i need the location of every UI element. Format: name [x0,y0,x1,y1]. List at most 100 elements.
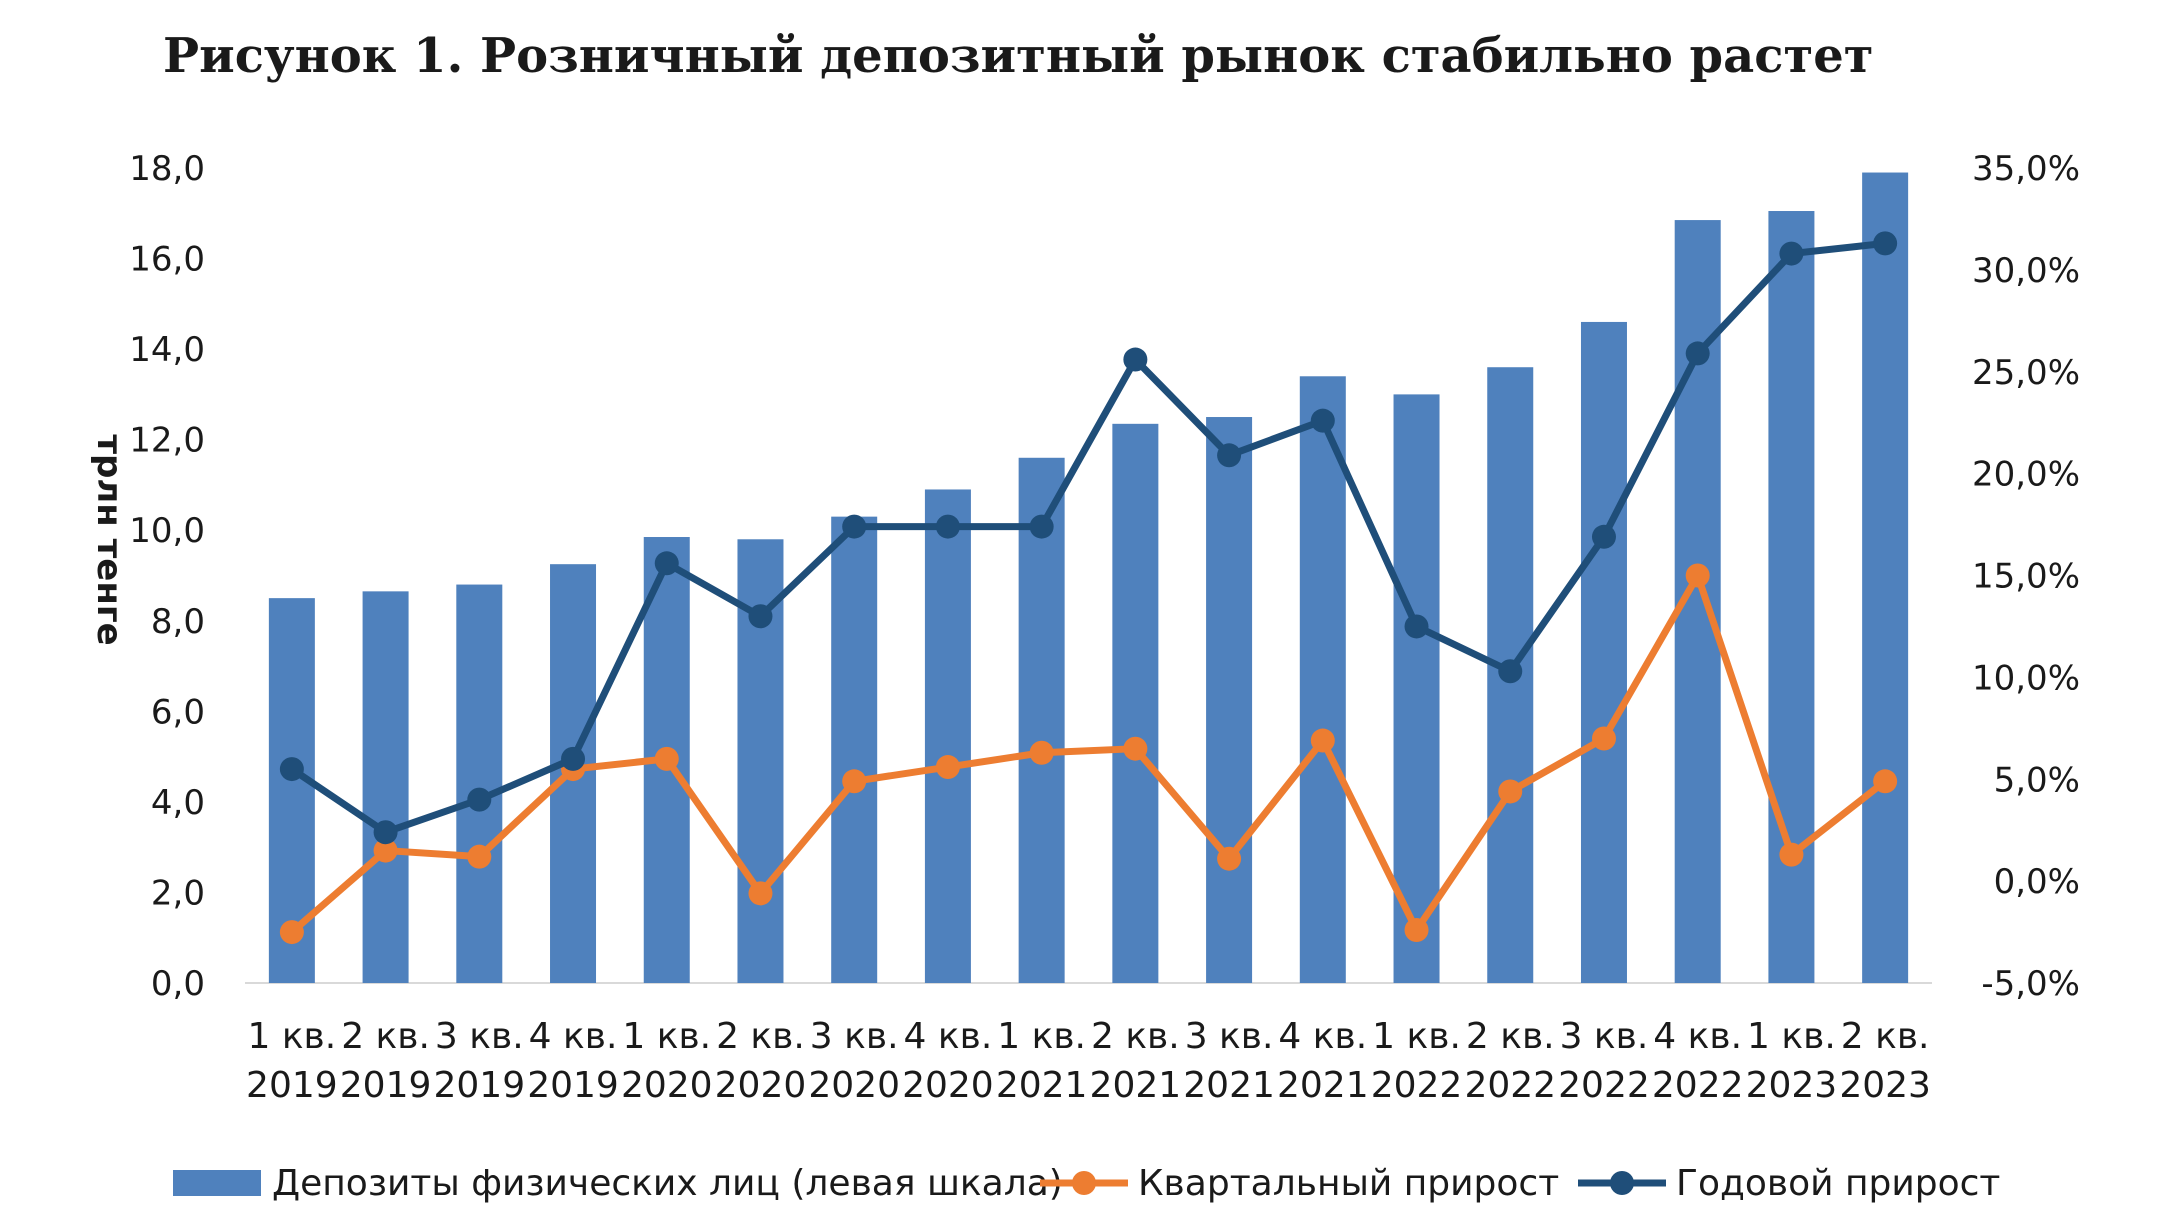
annual-growth-point [1685,341,1710,366]
deposit-bar [1393,394,1440,983]
deposit-bar [1112,423,1159,983]
annual-growth-point [1310,408,1335,433]
x-tick-label: 2021 [1277,1065,1369,1106]
deposit-bar [1206,417,1253,983]
deposit-bar [924,489,971,983]
x-tick-label: 2021 [996,1065,1088,1106]
quarterly-growth-point [1404,918,1429,943]
left-tick-label: 6,0 [151,692,205,732]
quarterly-growth-point [1685,563,1710,588]
legend-label-deposits: Депозиты физических лиц (левая шкала) [272,1163,1063,1204]
quarterly-growth-point [1779,842,1804,867]
quarterly-growth-point [1310,728,1335,753]
x-tick-label: 2020 [715,1065,807,1106]
left-tick-label: 2,0 [151,873,205,913]
left-tick-label: 18,0 [129,149,205,189]
legend-swatch-deposits [173,1170,261,1196]
x-tick-label: 3 кв. [1185,1016,1274,1057]
annual-growth-point [748,604,773,629]
y-axis-label: трлн тенге [89,434,129,645]
annual-growth-point [1873,231,1898,256]
x-tick-label: 1 кв. [622,1016,711,1057]
annual-growth-point [1217,443,1242,468]
annual-growth-point [1779,241,1804,266]
x-tick-label: 2 кв. [1091,1016,1180,1057]
x-tick-label: 2019 [246,1065,338,1106]
right-tick-label: 0,0% [1994,862,2080,902]
x-tick-label: 2 кв. [716,1016,805,1057]
left-tick-label: 12,0 [129,421,205,461]
x-tick-label: 2019 [433,1065,525,1106]
legend-label-annual: Годовой прирост [1676,1163,2000,1204]
x-tick-label: 2023 [1839,1065,1931,1106]
quarterly-growth-point [1591,726,1616,751]
quarterly-growth-line [289,572,1888,935]
legend-marker-annual [1610,1171,1634,1195]
right-tick-label: 20,0% [1972,455,2080,495]
x-tick-label: 2021 [1183,1065,1275,1106]
quarterly-growth-point [467,844,492,869]
right-tick-label: 25,0% [1972,353,2080,393]
x-tick-label: 2021 [1090,1065,1182,1106]
deposit-bar [362,591,409,983]
annual-growth-point [279,757,304,782]
deposit-bar [1768,211,1815,983]
x-tick-label: 1 кв. [247,1016,336,1057]
x-tick-label: 4 кв. [904,1016,993,1057]
x-tick-label: 3 кв. [1560,1016,1649,1057]
x-tick-label: 2023 [1746,1065,1838,1106]
quarterly-growth-point [279,920,304,945]
quarterly-growth-point [748,881,773,906]
annual-growth-point [467,787,492,812]
quarterly-growth-point [654,746,679,771]
x-tick-label: 2022 [1464,1065,1556,1106]
annual-growth-point [935,514,960,539]
deposit-bar [1580,321,1627,983]
left-tick-label: 8,0 [151,602,205,642]
quarterly-growth-point [935,755,960,780]
deposit-bar [1299,376,1346,983]
annual-growth-point [1029,514,1054,539]
x-tick-label: 2 кв. [1466,1016,1555,1057]
left-tick-label: 16,0 [129,240,205,280]
x-tick-label: 1 кв. [1372,1016,1461,1057]
annual-growth-point [654,551,679,576]
right-tick-label: 15,0% [1972,557,2080,597]
right-tick-label: 5,0% [1994,760,2080,800]
right-tick-label: -5,0% [1981,964,2080,1004]
left-tick-label: 14,0 [129,330,205,370]
annual-growth-line [289,239,1886,836]
right-tick-label: 10,0% [1972,658,2080,698]
x-tick-label: 4 кв. [1653,1016,1742,1057]
right-tick-label: 30,0% [1972,251,2080,291]
legend-marker-quarterly [1072,1171,1096,1195]
x-tick-label: 2020 [808,1065,900,1106]
quarterly-growth-point [1029,740,1054,765]
x-tick-label: 1 кв. [997,1016,1086,1057]
deposit-bar [456,584,503,983]
legend-label-quarterly: Квартальный прирост [1138,1163,1559,1204]
annual-growth-point [1591,524,1616,549]
x-tick-label: 2022 [1652,1065,1744,1106]
annual-growth-point [1404,614,1429,639]
chart-title: Рисунок 1. Розничный депозитный рынок ст… [163,28,1874,84]
x-tick-label: 2022 [1558,1065,1650,1106]
x-tick-label: 1 кв. [1747,1016,1836,1057]
left-tick-label: 0,0 [151,964,205,1004]
x-tick-label: 2020 [902,1065,994,1106]
x-tick-label: 3 кв. [435,1016,524,1057]
x-tick-label: 2019 [527,1065,619,1106]
annual-growth-point [842,514,867,539]
deposit-bar [1862,172,1909,983]
deposit-bar [1018,457,1065,983]
quarterly-growth-point [1217,846,1242,871]
quarterly-growth-point [1123,736,1148,761]
x-tick-label: 4 кв. [1278,1016,1367,1057]
x-tick-label: 2 кв. [341,1016,430,1057]
left-tick-label: 4,0 [151,783,205,823]
x-tick-label: 4 кв. [529,1016,618,1057]
quarterly-growth-point [373,838,398,863]
annual-growth-point [561,746,586,771]
annual-growth-point [1498,659,1523,684]
